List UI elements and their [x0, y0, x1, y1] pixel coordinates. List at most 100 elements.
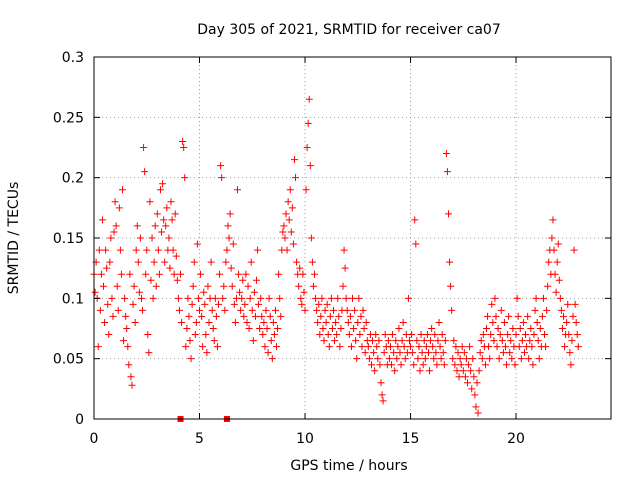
data-point	[335, 312, 343, 320]
data-point	[161, 258, 169, 266]
data-point	[455, 373, 463, 381]
data-point	[469, 355, 477, 363]
data-point	[184, 294, 192, 302]
data-point	[271, 306, 279, 314]
data-point	[200, 288, 208, 296]
data-point	[467, 367, 475, 375]
data-point	[496, 331, 504, 339]
data-point	[491, 294, 499, 302]
data-point	[166, 264, 174, 272]
data-point	[360, 325, 368, 332]
data-point	[343, 306, 351, 314]
data-point	[520, 349, 528, 357]
data-point	[142, 270, 150, 278]
data-point	[321, 306, 329, 314]
data-point	[386, 343, 394, 351]
data-point	[447, 282, 455, 290]
data-point	[563, 318, 571, 326]
data-point	[452, 343, 460, 351]
data-point	[226, 210, 234, 218]
data-point	[205, 318, 213, 326]
data-point	[451, 361, 459, 369]
data-point	[102, 246, 110, 254]
data-point	[495, 355, 503, 363]
data-point	[442, 150, 450, 158]
x-axis-title: GPS time / hours	[290, 458, 407, 474]
data-point	[391, 367, 399, 375]
data-point	[528, 343, 536, 351]
data-point	[501, 343, 509, 351]
data-point	[513, 294, 521, 302]
data-point	[299, 270, 307, 278]
data-point	[279, 228, 287, 236]
data-point	[342, 294, 350, 302]
data-point	[470, 373, 478, 381]
data-point	[296, 264, 304, 272]
data-point	[287, 228, 295, 236]
data-point	[362, 318, 370, 326]
data-point	[367, 361, 375, 369]
data-point	[556, 294, 564, 302]
data-point	[332, 318, 340, 326]
data-point	[218, 174, 226, 182]
data-point	[238, 294, 246, 302]
data-point	[401, 355, 409, 363]
data-point	[466, 343, 474, 351]
data-point	[131, 318, 139, 326]
data-point	[334, 294, 342, 302]
data-point	[314, 318, 322, 326]
data-point	[139, 306, 147, 314]
data-point	[248, 306, 256, 314]
data-point	[318, 294, 326, 302]
data-point	[276, 294, 284, 302]
data-point	[357, 312, 365, 320]
data-point	[482, 325, 490, 332]
data-point	[136, 234, 144, 242]
data-point	[571, 300, 579, 308]
data-point	[409, 349, 417, 357]
data-point	[263, 325, 271, 332]
data-point	[217, 162, 225, 170]
data-point	[196, 306, 204, 314]
data-point	[356, 331, 364, 339]
data-point	[273, 343, 281, 351]
data-point	[572, 318, 580, 326]
data-point	[245, 325, 253, 332]
data-point	[280, 222, 288, 230]
data-point	[415, 343, 423, 351]
data-point	[426, 367, 434, 375]
data-point	[493, 343, 501, 351]
data-point	[573, 331, 581, 339]
data-point	[302, 186, 310, 194]
data-point	[393, 355, 401, 363]
data-point	[295, 282, 303, 290]
data-point	[269, 318, 277, 326]
data-point	[449, 355, 457, 363]
data-point	[222, 258, 230, 266]
data-point	[203, 349, 211, 357]
x-tick-label: 0	[90, 431, 99, 447]
data-point	[535, 355, 543, 363]
data-point	[411, 216, 419, 224]
data-point	[456, 355, 464, 363]
x-tick-label: 5	[195, 431, 204, 447]
data-point	[341, 264, 349, 272]
data-point	[104, 300, 112, 308]
data-point	[191, 331, 199, 339]
data-point	[183, 325, 191, 332]
data-point	[267, 337, 275, 345]
data-point	[116, 246, 124, 254]
data-point	[479, 331, 487, 339]
data-point	[225, 234, 233, 242]
data-point	[474, 409, 482, 417]
data-point	[171, 210, 179, 218]
data-point	[132, 246, 140, 254]
data-point	[505, 312, 513, 320]
data-point	[372, 331, 380, 339]
data-point	[435, 318, 443, 326]
data-point	[284, 198, 292, 206]
data-point	[416, 367, 424, 375]
data-point	[468, 385, 476, 393]
data-point	[326, 312, 334, 320]
data-point	[227, 264, 235, 272]
